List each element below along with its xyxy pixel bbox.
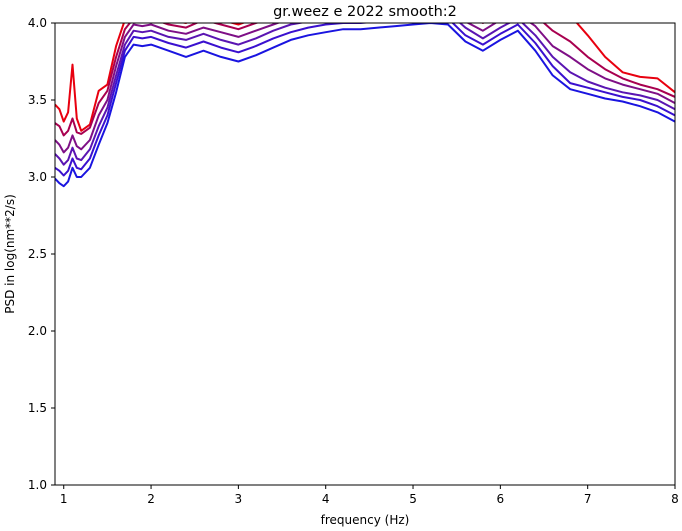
series-line-2 [55, 23, 675, 137]
x-tick-label: 6 [497, 492, 505, 506]
x-tick-label: 1 [60, 492, 68, 506]
x-tick-label: 4 [322, 492, 330, 506]
series-line-5 [55, 23, 675, 177]
y-tick-label: 4.0 [28, 16, 47, 30]
x-axis: 1 2 3 4 5 6 7 8 [60, 485, 679, 506]
series-line-3 [55, 23, 675, 154]
y-tick-label: 3.5 [28, 93, 47, 107]
chart-title: gr.weez e 2022 smooth:2 [273, 4, 457, 20]
y-tick-label: 1.5 [28, 401, 47, 415]
x-tick-label: 8 [671, 492, 679, 506]
y-tick-label: 2.5 [28, 247, 47, 261]
x-tick-label: 7 [584, 492, 592, 506]
y-tick-label: 2.0 [28, 324, 47, 338]
x-tick-label: 3 [235, 492, 243, 506]
y-tick-label: 1.0 [28, 478, 47, 492]
y-tick-label: 3.0 [28, 170, 47, 184]
x-axis-label: frequency (Hz) [321, 513, 410, 527]
series-line-1 [55, 23, 675, 132]
x-tick-label: 2 [147, 492, 155, 506]
y-axis: 1.0 1.5 2.0 2.5 3.0 3.5 4.0 [28, 16, 55, 492]
series-line-6 [55, 23, 675, 188]
series-layer [55, 23, 675, 188]
x-tick-label: 5 [409, 492, 417, 506]
series-line-4 [55, 23, 675, 166]
y-axis-label: PSD in log(nm**2/s) [3, 194, 17, 314]
